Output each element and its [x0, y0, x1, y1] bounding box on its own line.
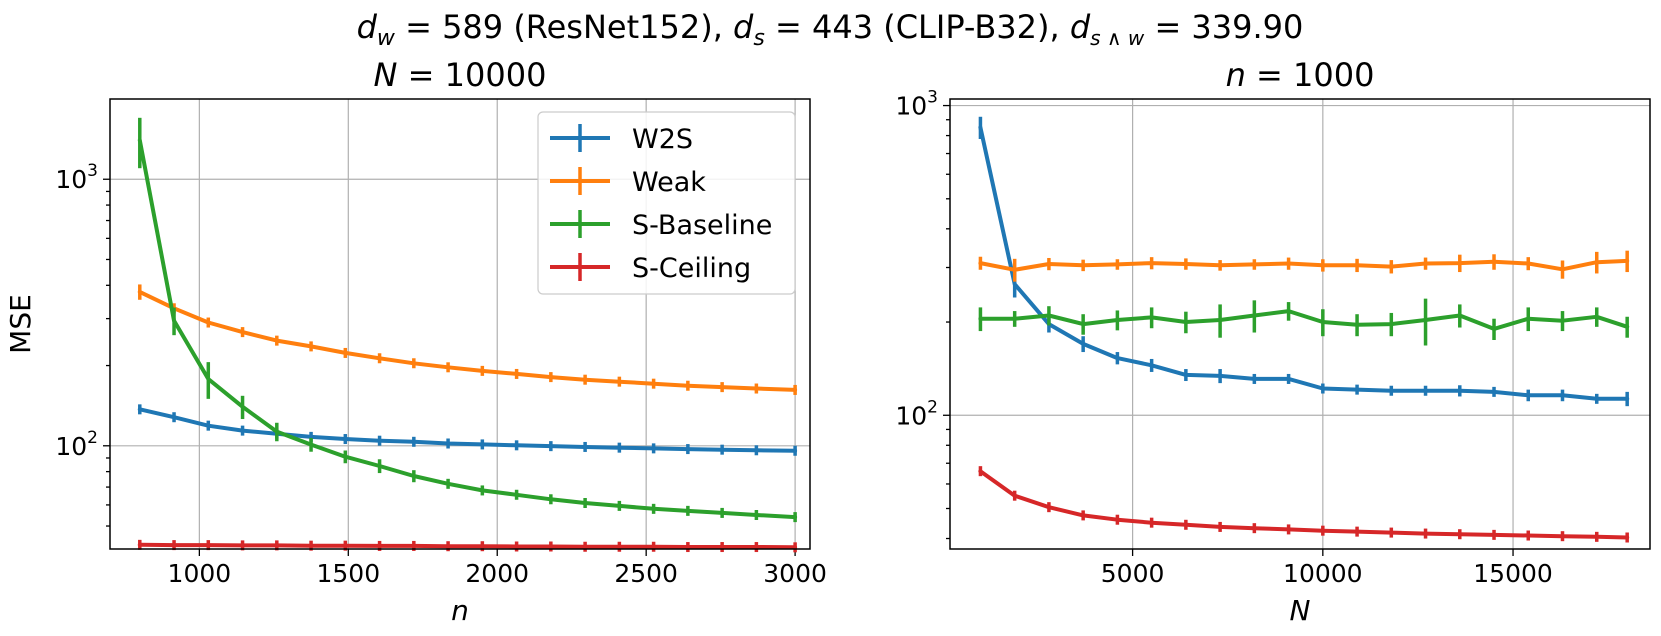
dsw-symbol: d: [1070, 8, 1091, 46]
y-axis-label: MSE: [4, 294, 37, 354]
legend-box: [537, 111, 796, 295]
y-tick-base: 10: [55, 432, 87, 461]
ds-value: = 443 (CLIP-B32),: [765, 8, 1070, 46]
plot-frame: [109, 98, 811, 550]
dw-symbol: d: [357, 8, 378, 46]
dw-value: = 589 (ResNet152),: [395, 8, 733, 46]
series-line-s-baseline: [137, 138, 798, 520]
y-tick-label: 102: [895, 397, 938, 430]
panel-title-variable: n: [1226, 56, 1246, 94]
figure-title: dw = 589 (ResNet152), ds = 443 (CLIP-B32…: [357, 8, 1304, 51]
ds-subscript: s: [753, 26, 764, 51]
x-axis-label: n: [451, 594, 469, 627]
y-tick-label: 103: [895, 88, 938, 121]
x-tick-label: 10000: [1283, 559, 1363, 588]
x-tick-label: 2000: [465, 559, 529, 588]
x-tick-label: 15000: [1473, 559, 1553, 588]
panel-title: n = 1000: [1226, 56, 1375, 94]
y-tick-exponent: 2: [927, 397, 938, 417]
x-tick-label: 1500: [316, 559, 380, 588]
y-tick-base: 10: [895, 401, 927, 430]
dw-subscript: w: [377, 26, 396, 51]
dsw-value: = 339.90: [1144, 8, 1303, 46]
plot-frame: [949, 98, 1651, 550]
y-tick-label: 102: [55, 428, 98, 461]
y-tick-exponent: 3: [87, 161, 98, 181]
series-line-weak: [137, 289, 798, 392]
y-tick-label: 103: [55, 161, 98, 194]
dsw-subscript: s ∧ w: [1090, 26, 1145, 50]
y-tick-base: 10: [895, 92, 927, 121]
series-line-s-ceiling: [978, 469, 1630, 540]
panel-title-value: = 10000: [397, 56, 546, 94]
y-tick-exponent: 3: [927, 88, 938, 108]
legend-label-s-ceiling: S-Ceiling: [632, 253, 751, 284]
legend-label-s-baseline: S-Baseline: [632, 210, 772, 241]
panel-title: N = 10000: [374, 56, 547, 94]
y-tick-exponent: 2: [87, 428, 98, 448]
series-line-w2s: [137, 407, 798, 453]
series-line-s-ceiling: [137, 542, 798, 550]
panel-title-variable: N: [374, 56, 398, 94]
legend-label-w2s: W2S: [632, 124, 693, 155]
series-line-s-baseline: [978, 309, 1630, 331]
x-axis-label: N: [1290, 594, 1311, 627]
y-tick-base: 10: [55, 165, 87, 194]
ds-symbol: d: [733, 8, 754, 46]
x-tick-label: 5000: [1101, 559, 1165, 588]
x-tick-label: 2500: [614, 559, 678, 588]
x-tick-label: 3000: [763, 559, 827, 588]
series-line-w2s: [978, 125, 1630, 401]
panel-title-value: = 1000: [1246, 56, 1375, 94]
x-tick-label: 1000: [168, 559, 232, 588]
legend-label-weak: Weak: [632, 167, 706, 198]
series-line-weak: [978, 258, 1630, 272]
